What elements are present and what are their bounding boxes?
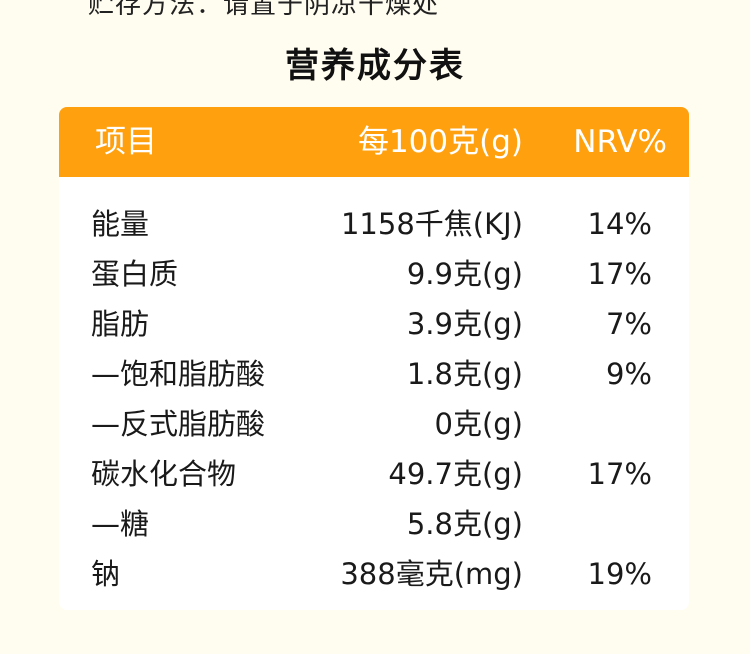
row-value: 388毫克(mg) (340, 557, 523, 591)
row-name: —饱和脂肪酸 (91, 357, 266, 391)
row-name: 碳水化合物 (91, 457, 237, 491)
table-row: 钠 388毫克(mg) 19% (59, 549, 689, 599)
row-name: 钠 (91, 557, 121, 591)
table-row: 能量 1158千焦(KJ) 14% (59, 199, 689, 249)
row-nrv: 9% (605, 357, 652, 391)
row-nrv: 17% (587, 257, 652, 291)
row-nrv: 14% (587, 207, 652, 241)
row-value: 9.9克(g) (406, 257, 523, 291)
table-row: —反式脂肪酸 0克(g) (59, 399, 689, 449)
row-value: 49.7克(g) (388, 457, 523, 491)
row-value: 1.8克(g) (406, 357, 523, 391)
row-value: 3.9克(g) (406, 307, 523, 341)
header-per100: 每100克(g) (357, 124, 523, 160)
row-name: 蛋白质 (91, 257, 179, 291)
row-value: 1158千焦(KJ) (340, 207, 523, 241)
row-name: 能量 (91, 207, 150, 241)
table-header: 项目 每100克(g) NRV% (59, 107, 689, 177)
table-row: 碳水化合物 49.7克(g) 17% (59, 449, 689, 499)
row-name: —反式脂肪酸 (91, 407, 266, 441)
table-row: 蛋白质 9.9克(g) 17% (59, 249, 689, 299)
row-nrv: 17% (587, 457, 652, 491)
header-nrv: NRV% (573, 124, 667, 160)
table-row: 脂肪 3.9克(g) 7% (59, 299, 689, 349)
header-item: 项目 (95, 124, 157, 160)
table-title: 营养成分表 (285, 46, 465, 86)
row-nrv: 19% (587, 557, 652, 591)
table-row: —糖 5.8克(g) (59, 499, 689, 549)
row-name: 脂肪 (91, 307, 150, 341)
row-nrv: 7% (605, 307, 652, 341)
storage-note: 贮存方法：请置于阴凉干燥处 (88, 0, 440, 20)
table-row: —饱和脂肪酸 1.8克(g) 9% (59, 349, 689, 399)
row-value: 0克(g) (434, 407, 524, 441)
row-value: 5.8克(g) (406, 507, 523, 541)
row-name: —糖 (91, 507, 150, 541)
table-body: 能量 1158千焦(KJ) 14% 蛋白质 9.9克(g) 17% 脂肪 3.9… (59, 199, 689, 599)
nutrition-table: 项目 每100克(g) NRV% 能量 1158千焦(KJ) 14% 蛋白质 9… (59, 107, 689, 610)
